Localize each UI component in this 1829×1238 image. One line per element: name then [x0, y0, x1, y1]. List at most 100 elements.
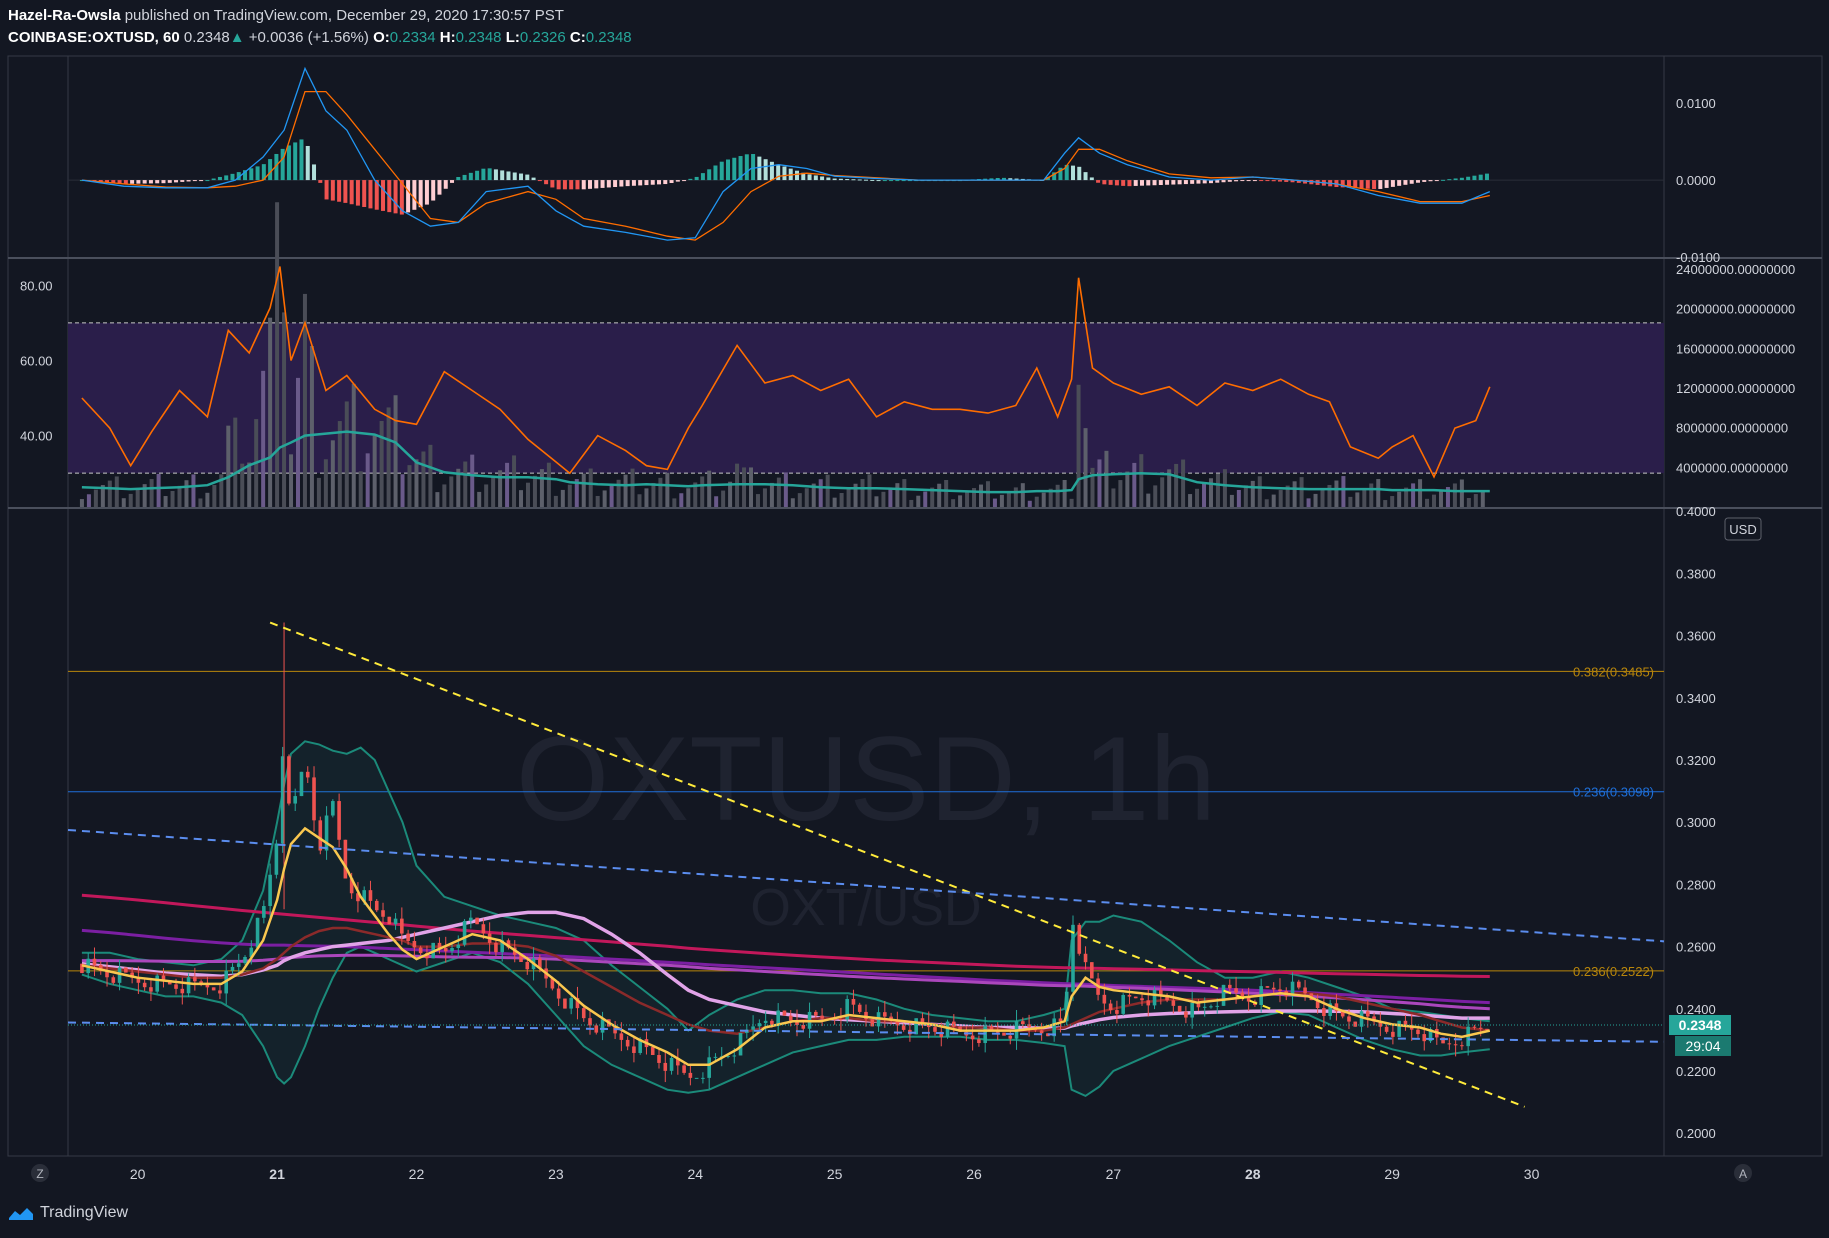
- symbol-label[interactable]: COINBASE:OXTUSD, 60: [8, 29, 180, 46]
- candle-body: [1002, 1032, 1006, 1036]
- volume-bar: [902, 479, 907, 507]
- open-label: O:: [373, 29, 390, 46]
- volume-bar: [978, 484, 983, 507]
- author-name[interactable]: Hazel-Ra-Owsla: [8, 7, 121, 24]
- macd-histogram-bar: [362, 180, 367, 207]
- footer-brand[interactable]: TradingView: [40, 1204, 129, 1221]
- volume-bar: [1104, 450, 1109, 507]
- macd-histogram-bar: [148, 180, 153, 184]
- candle-body: [1422, 1034, 1427, 1042]
- macd-histogram-bar: [838, 178, 843, 181]
- macd-histogram-bar: [1127, 180, 1132, 187]
- volume-bar: [309, 346, 314, 507]
- candle-body: [343, 839, 348, 879]
- candle-body: [638, 1039, 642, 1053]
- candle-body: [1403, 1020, 1408, 1026]
- macd-histogram-bar: [707, 169, 712, 181]
- volume-bar: [1202, 483, 1207, 507]
- volume-bar: [623, 474, 628, 507]
- candle-body: [1152, 990, 1157, 1006]
- macd-pane[interactable]: 0.0100 0.0000 -0.0100: [68, 66, 1720, 266]
- macd-histogram-bar: [236, 172, 241, 181]
- candle-body: [80, 963, 84, 974]
- price-ytick-label: 0.3800: [1676, 566, 1716, 581]
- candle-body: [650, 1047, 655, 1056]
- macd-histogram-bar: [901, 180, 906, 182]
- volume-bar: [721, 490, 726, 507]
- volume-bar: [651, 483, 656, 507]
- volume-bar: [1195, 488, 1200, 507]
- z-button[interactable]: [31, 1164, 49, 1182]
- rsi-volume-pane[interactable]: 80.00 60.00 40.00 24000000.00000000 20000000…: [20, 202, 1795, 507]
- macd-histogram-bar: [374, 180, 379, 210]
- candle-body: [1365, 1011, 1370, 1017]
- volume-bar: [1480, 490, 1485, 507]
- macd-ytick-label: -0.0100: [1676, 250, 1720, 265]
- volume-bar: [268, 317, 273, 507]
- volume-bar: [330, 440, 335, 507]
- macd-histogram-bar: [111, 180, 116, 183]
- macd-histogram-bar: [468, 172, 473, 181]
- auto-scale-button[interactable]: [1734, 1164, 1752, 1182]
- volume-bar: [679, 493, 684, 507]
- candle-body: [287, 756, 291, 804]
- macd-histogram-bar: [669, 180, 674, 183]
- candle-body: [406, 933, 410, 942]
- volume-bar: [379, 420, 384, 507]
- candle-body: [970, 1035, 975, 1040]
- candle-body: [939, 1031, 944, 1037]
- volume-bar: [874, 496, 879, 507]
- volume-bar: [337, 421, 342, 507]
- volume-bar: [1215, 473, 1220, 507]
- macd-histogram-bar: [1378, 180, 1383, 189]
- candle-body: [155, 975, 160, 992]
- macd-histogram-bar: [1252, 180, 1257, 182]
- volume-bar: [790, 498, 795, 507]
- countdown-tag: [1675, 1035, 1731, 1056]
- candle-body: [393, 918, 398, 925]
- candle-body: [1102, 994, 1107, 1004]
- time-tick-label: 28: [1245, 1166, 1261, 1182]
- macd-histogram-bar: [418, 180, 423, 208]
- candle-body: [726, 1055, 730, 1057]
- volume-bar: [435, 492, 440, 507]
- candle-body: [1372, 1016, 1376, 1022]
- volume-bar: [463, 461, 468, 507]
- macd-histogram-bar: [368, 180, 373, 209]
- volume-bar: [156, 473, 161, 507]
- volume-bar: [860, 479, 865, 507]
- candle-body: [1215, 1005, 1220, 1007]
- macd-histogram-bar: [995, 178, 1000, 181]
- macd-histogram-bar: [1466, 176, 1471, 181]
- macd-histogram-bar: [1196, 180, 1201, 184]
- price-pane[interactable]: OXTUSD, 1h OXT/USD 0.4000 0.3800 0.3600 0.340…: [67, 504, 1762, 1182]
- countdown-tag-label: 29:04: [1685, 1038, 1720, 1054]
- candle-body: [368, 890, 373, 901]
- macd-histogram-bar: [562, 180, 567, 190]
- volume-bar: [686, 488, 691, 507]
- macd-histogram-bar: [519, 173, 524, 181]
- volume-bar: [1243, 485, 1248, 507]
- volume-bar: [1020, 483, 1025, 507]
- price-ytick-label: 0.2400: [1676, 1002, 1716, 1017]
- candle-body: [331, 801, 335, 816]
- macd-histogram-bar: [1221, 180, 1226, 183]
- macd-histogram-bar: [1484, 173, 1489, 181]
- volume-bar: [407, 465, 412, 507]
- macd-histogram-bar: [1259, 180, 1264, 182]
- macd-histogram-bar: [1114, 180, 1119, 186]
- macd-histogram-bar: [1171, 180, 1176, 185]
- volume-bar: [825, 474, 830, 507]
- candle-body: [1391, 1031, 1395, 1037]
- candle-body: [324, 815, 329, 851]
- candle-body: [839, 1019, 843, 1021]
- volume-bar: [595, 495, 600, 507]
- candle-body: [1416, 1029, 1420, 1035]
- candle-body: [1234, 988, 1238, 993]
- macd-histogram-bar: [1190, 180, 1195, 184]
- volume-bar: [700, 476, 705, 507]
- price-ytick-label: 0.3200: [1676, 753, 1716, 768]
- volume-bar: [93, 489, 98, 507]
- macd-histogram-bar: [1139, 180, 1144, 186]
